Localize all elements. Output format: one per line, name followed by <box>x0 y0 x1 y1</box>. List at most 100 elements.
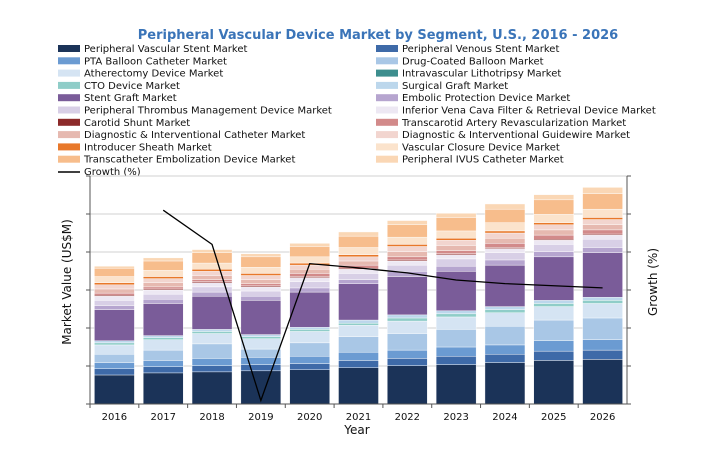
bar-4-2019 <box>240 338 282 350</box>
bar-17-2021 <box>338 247 379 255</box>
bar-15-2026 <box>582 219 623 225</box>
bar-16-2019 <box>240 273 282 276</box>
bar-4-2018 <box>191 333 233 345</box>
bar-19-2018 <box>191 249 233 253</box>
bar-16-2017 <box>143 276 184 279</box>
bar-7-2018 <box>191 329 233 332</box>
bar-8-2017 <box>143 303 184 336</box>
bar-3-2024 <box>484 326 526 346</box>
bar-19-2016 <box>94 265 135 269</box>
bar-17-2026 <box>582 208 623 218</box>
bar-18-2021 <box>338 235 379 248</box>
bar-0-2016 <box>94 374 135 405</box>
legend-swatch-14 <box>58 131 80 139</box>
legend-swatch-15 <box>376 131 398 139</box>
bar-17-2024 <box>484 222 526 232</box>
bar-9-2017 <box>143 299 184 304</box>
bar-0-2022 <box>387 365 428 405</box>
bar-13-2026 <box>582 229 623 235</box>
bar-8-2016 <box>94 309 135 341</box>
bar-18-2017 <box>143 260 184 271</box>
bar-6-2018 <box>191 331 233 334</box>
x-tick-label-2025: 2025 <box>541 412 566 423</box>
bar-14-2019 <box>240 279 282 284</box>
bar-10-2019 <box>240 290 282 297</box>
bar-11-2016 <box>94 296 135 301</box>
bar-9-2026 <box>582 247 623 253</box>
bar-10-2024 <box>484 252 526 261</box>
bar-2-2021 <box>338 351 379 361</box>
bar-7-2020 <box>289 327 330 330</box>
legend-swatch-13 <box>376 118 398 126</box>
growth-line <box>162 209 603 403</box>
legend-swatch-7 <box>376 81 398 89</box>
bar-2-2017 <box>143 360 184 367</box>
bar-9-2023 <box>435 265 477 272</box>
bar-8-2026 <box>582 252 623 298</box>
x-tick-label-2026: 2026 <box>590 412 615 423</box>
legend-swatch-16 <box>58 143 80 151</box>
bar-15-2024 <box>484 232 526 239</box>
bar-10-2026 <box>582 239 623 248</box>
bar-14-2025 <box>533 229 574 236</box>
bar-15-2016 <box>94 284 135 290</box>
bar-8-2021 <box>338 283 379 321</box>
legend-label-17: Vascular Closure Device Market <box>402 142 560 153</box>
legend-swatch-4 <box>58 69 80 77</box>
bar-19-2023 <box>435 213 477 218</box>
bar-10-2016 <box>94 300 135 306</box>
x-tick-label-2018: 2018 <box>199 412 224 423</box>
chart-title: Peripheral Vascular Device Market by Seg… <box>138 28 618 43</box>
legend-label-2: PTA Balloon Catheter Market <box>84 56 227 67</box>
bar-3-2023 <box>435 329 477 348</box>
bar-1-2018 <box>191 365 233 373</box>
bar-13-2019 <box>240 283 282 287</box>
bar-3-2025 <box>533 319 574 341</box>
bar-18-2016 <box>94 268 135 277</box>
legend-swatch-2 <box>58 57 80 65</box>
bar-13-2017 <box>143 286 184 290</box>
bar-13-2018 <box>191 279 233 282</box>
x-tick-label-2022: 2022 <box>395 412 420 423</box>
bar-0-2023 <box>435 364 477 405</box>
x-tick-label-2019: 2019 <box>248 412 273 423</box>
bar-0-2018 <box>191 371 233 405</box>
bar-13-2025 <box>533 234 574 240</box>
legend-label-7: Surgical Graft Market <box>402 81 508 92</box>
legend-swatch-10 <box>58 106 80 114</box>
bar-9-2018 <box>191 291 233 297</box>
legend-swatch-11 <box>376 106 398 114</box>
bar-18-2020 <box>289 246 330 258</box>
bar-18-2023 <box>435 217 477 232</box>
x-tick-label-2023: 2023 <box>443 412 468 423</box>
bar-14-2018 <box>191 275 233 280</box>
bar-8-2024 <box>484 264 526 307</box>
legend-swatch-12 <box>58 118 80 126</box>
bar-18-2018 <box>191 252 233 264</box>
bar-17-2018 <box>191 262 233 270</box>
bar-14-2026 <box>582 224 623 231</box>
bar-19-2020 <box>289 243 330 247</box>
legend-swatch-19 <box>376 155 398 163</box>
bar-16-2023 <box>435 237 477 241</box>
bar-7-2022 <box>387 314 428 319</box>
bar-8-2025 <box>533 256 574 301</box>
bar-16-2025 <box>533 222 574 225</box>
bar-3-2018 <box>191 343 233 359</box>
bar-14-2017 <box>143 282 184 288</box>
bar-2-2016 <box>94 362 135 369</box>
bar-8-2019 <box>240 300 282 335</box>
bar-15-2021 <box>338 256 379 262</box>
bar-19-2022 <box>387 220 428 225</box>
y2-axis-title: Growth (%) <box>646 248 660 316</box>
legend-swatch-6 <box>58 81 80 89</box>
x-tick-label-2017: 2017 <box>151 412 176 423</box>
bar-13-2020 <box>289 273 330 277</box>
bar-3-2020 <box>289 342 330 357</box>
bar-7-2026 <box>582 297 623 301</box>
legend-swatch-0 <box>58 45 80 52</box>
bar-8-2020 <box>289 291 330 328</box>
bar-7-2017 <box>143 335 184 338</box>
bar-3-2017 <box>143 349 184 361</box>
bar-10-2020 <box>289 281 330 289</box>
